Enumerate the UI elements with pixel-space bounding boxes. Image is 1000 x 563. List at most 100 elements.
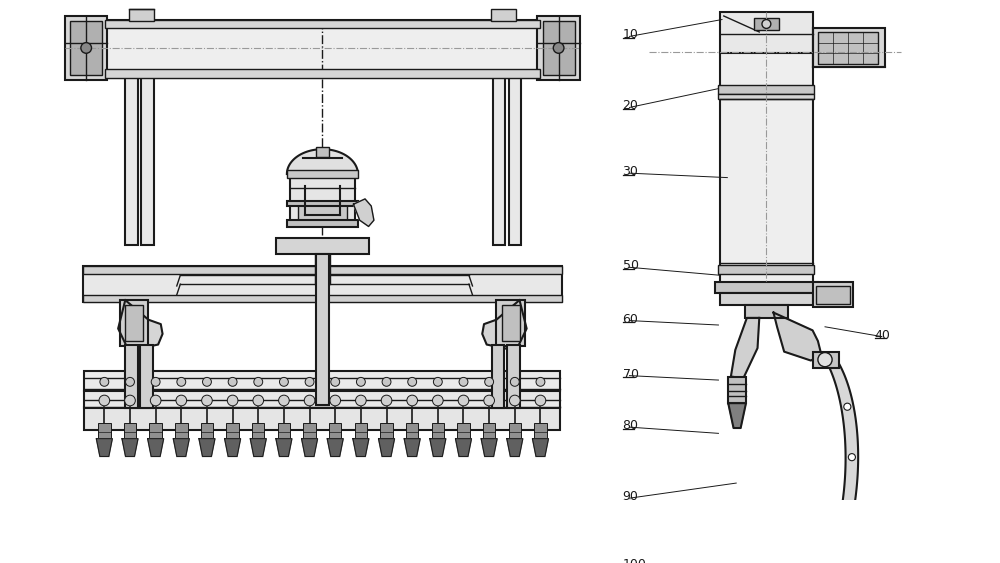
Circle shape <box>151 377 160 386</box>
Bar <box>502 306 520 341</box>
Polygon shape <box>430 439 446 457</box>
Circle shape <box>356 395 366 406</box>
Bar <box>83 266 562 274</box>
Polygon shape <box>532 439 548 457</box>
Polygon shape <box>481 439 497 457</box>
Bar <box>287 200 358 206</box>
Bar <box>105 69 540 78</box>
Bar <box>278 423 290 439</box>
Bar <box>316 146 329 157</box>
Polygon shape <box>728 403 746 428</box>
Polygon shape <box>731 318 759 378</box>
Bar <box>534 423 547 439</box>
Bar <box>507 345 520 409</box>
Polygon shape <box>482 300 527 351</box>
Circle shape <box>279 377 288 386</box>
Bar <box>129 9 154 21</box>
Circle shape <box>510 377 519 386</box>
Polygon shape <box>148 439 164 457</box>
Circle shape <box>433 395 443 406</box>
Circle shape <box>381 395 392 406</box>
Bar <box>298 204 347 222</box>
Polygon shape <box>774 312 821 360</box>
Bar <box>175 423 188 439</box>
Bar <box>496 300 525 346</box>
Bar <box>120 300 148 346</box>
Bar <box>201 423 213 439</box>
Bar <box>149 423 162 439</box>
Bar <box>303 423 316 439</box>
Circle shape <box>100 377 109 386</box>
Bar <box>718 85 814 94</box>
Circle shape <box>458 395 469 406</box>
Circle shape <box>553 43 564 53</box>
Circle shape <box>433 377 442 386</box>
Polygon shape <box>456 439 471 457</box>
Text: 30: 30 <box>623 165 638 178</box>
Circle shape <box>203 377 211 386</box>
Text: 100: 100 <box>623 558 646 563</box>
Bar <box>818 32 878 64</box>
Polygon shape <box>776 543 848 563</box>
Bar <box>84 406 560 430</box>
Circle shape <box>254 377 263 386</box>
Circle shape <box>407 395 418 406</box>
Bar <box>140 345 153 409</box>
Bar <box>287 171 358 177</box>
Text: 20: 20 <box>623 100 638 113</box>
Bar <box>718 265 814 274</box>
Bar <box>745 306 788 318</box>
Bar <box>226 423 239 439</box>
Bar <box>316 254 329 405</box>
Circle shape <box>279 395 289 406</box>
Circle shape <box>848 454 855 461</box>
Circle shape <box>304 395 315 406</box>
Text: 10: 10 <box>623 28 638 42</box>
Bar <box>290 174 355 222</box>
Bar <box>492 345 504 409</box>
Circle shape <box>536 377 545 386</box>
Bar <box>252 423 264 439</box>
Bar <box>329 423 341 439</box>
Bar <box>355 423 367 439</box>
Bar <box>816 286 850 303</box>
Bar <box>728 377 746 403</box>
Bar <box>509 77 521 245</box>
Circle shape <box>762 20 771 28</box>
Bar <box>543 21 575 74</box>
Bar <box>105 20 540 78</box>
Text: 90: 90 <box>623 490 638 503</box>
Bar <box>83 295 562 302</box>
Circle shape <box>845 502 852 510</box>
Bar <box>491 9 516 21</box>
Polygon shape <box>507 439 523 457</box>
Bar <box>493 77 505 245</box>
Bar <box>125 345 138 409</box>
Bar <box>98 423 111 439</box>
Bar <box>813 352 839 368</box>
Bar <box>537 16 580 80</box>
Bar <box>720 12 813 53</box>
Circle shape <box>382 377 391 386</box>
Bar <box>84 371 560 391</box>
Text: 80: 80 <box>623 419 639 432</box>
Polygon shape <box>327 439 343 457</box>
Circle shape <box>535 395 546 406</box>
Bar <box>715 283 818 293</box>
Polygon shape <box>829 364 858 543</box>
Text: 50: 50 <box>623 260 639 272</box>
Circle shape <box>356 377 365 386</box>
Bar <box>124 423 136 439</box>
Bar <box>276 238 369 254</box>
Bar <box>287 220 358 227</box>
Bar <box>432 423 444 439</box>
Circle shape <box>484 395 494 406</box>
Circle shape <box>176 395 187 406</box>
Circle shape <box>99 395 110 406</box>
Bar <box>813 28 885 68</box>
Circle shape <box>408 377 417 386</box>
Circle shape <box>150 395 161 406</box>
Circle shape <box>331 377 340 386</box>
Polygon shape <box>118 300 163 351</box>
Polygon shape <box>379 439 395 457</box>
